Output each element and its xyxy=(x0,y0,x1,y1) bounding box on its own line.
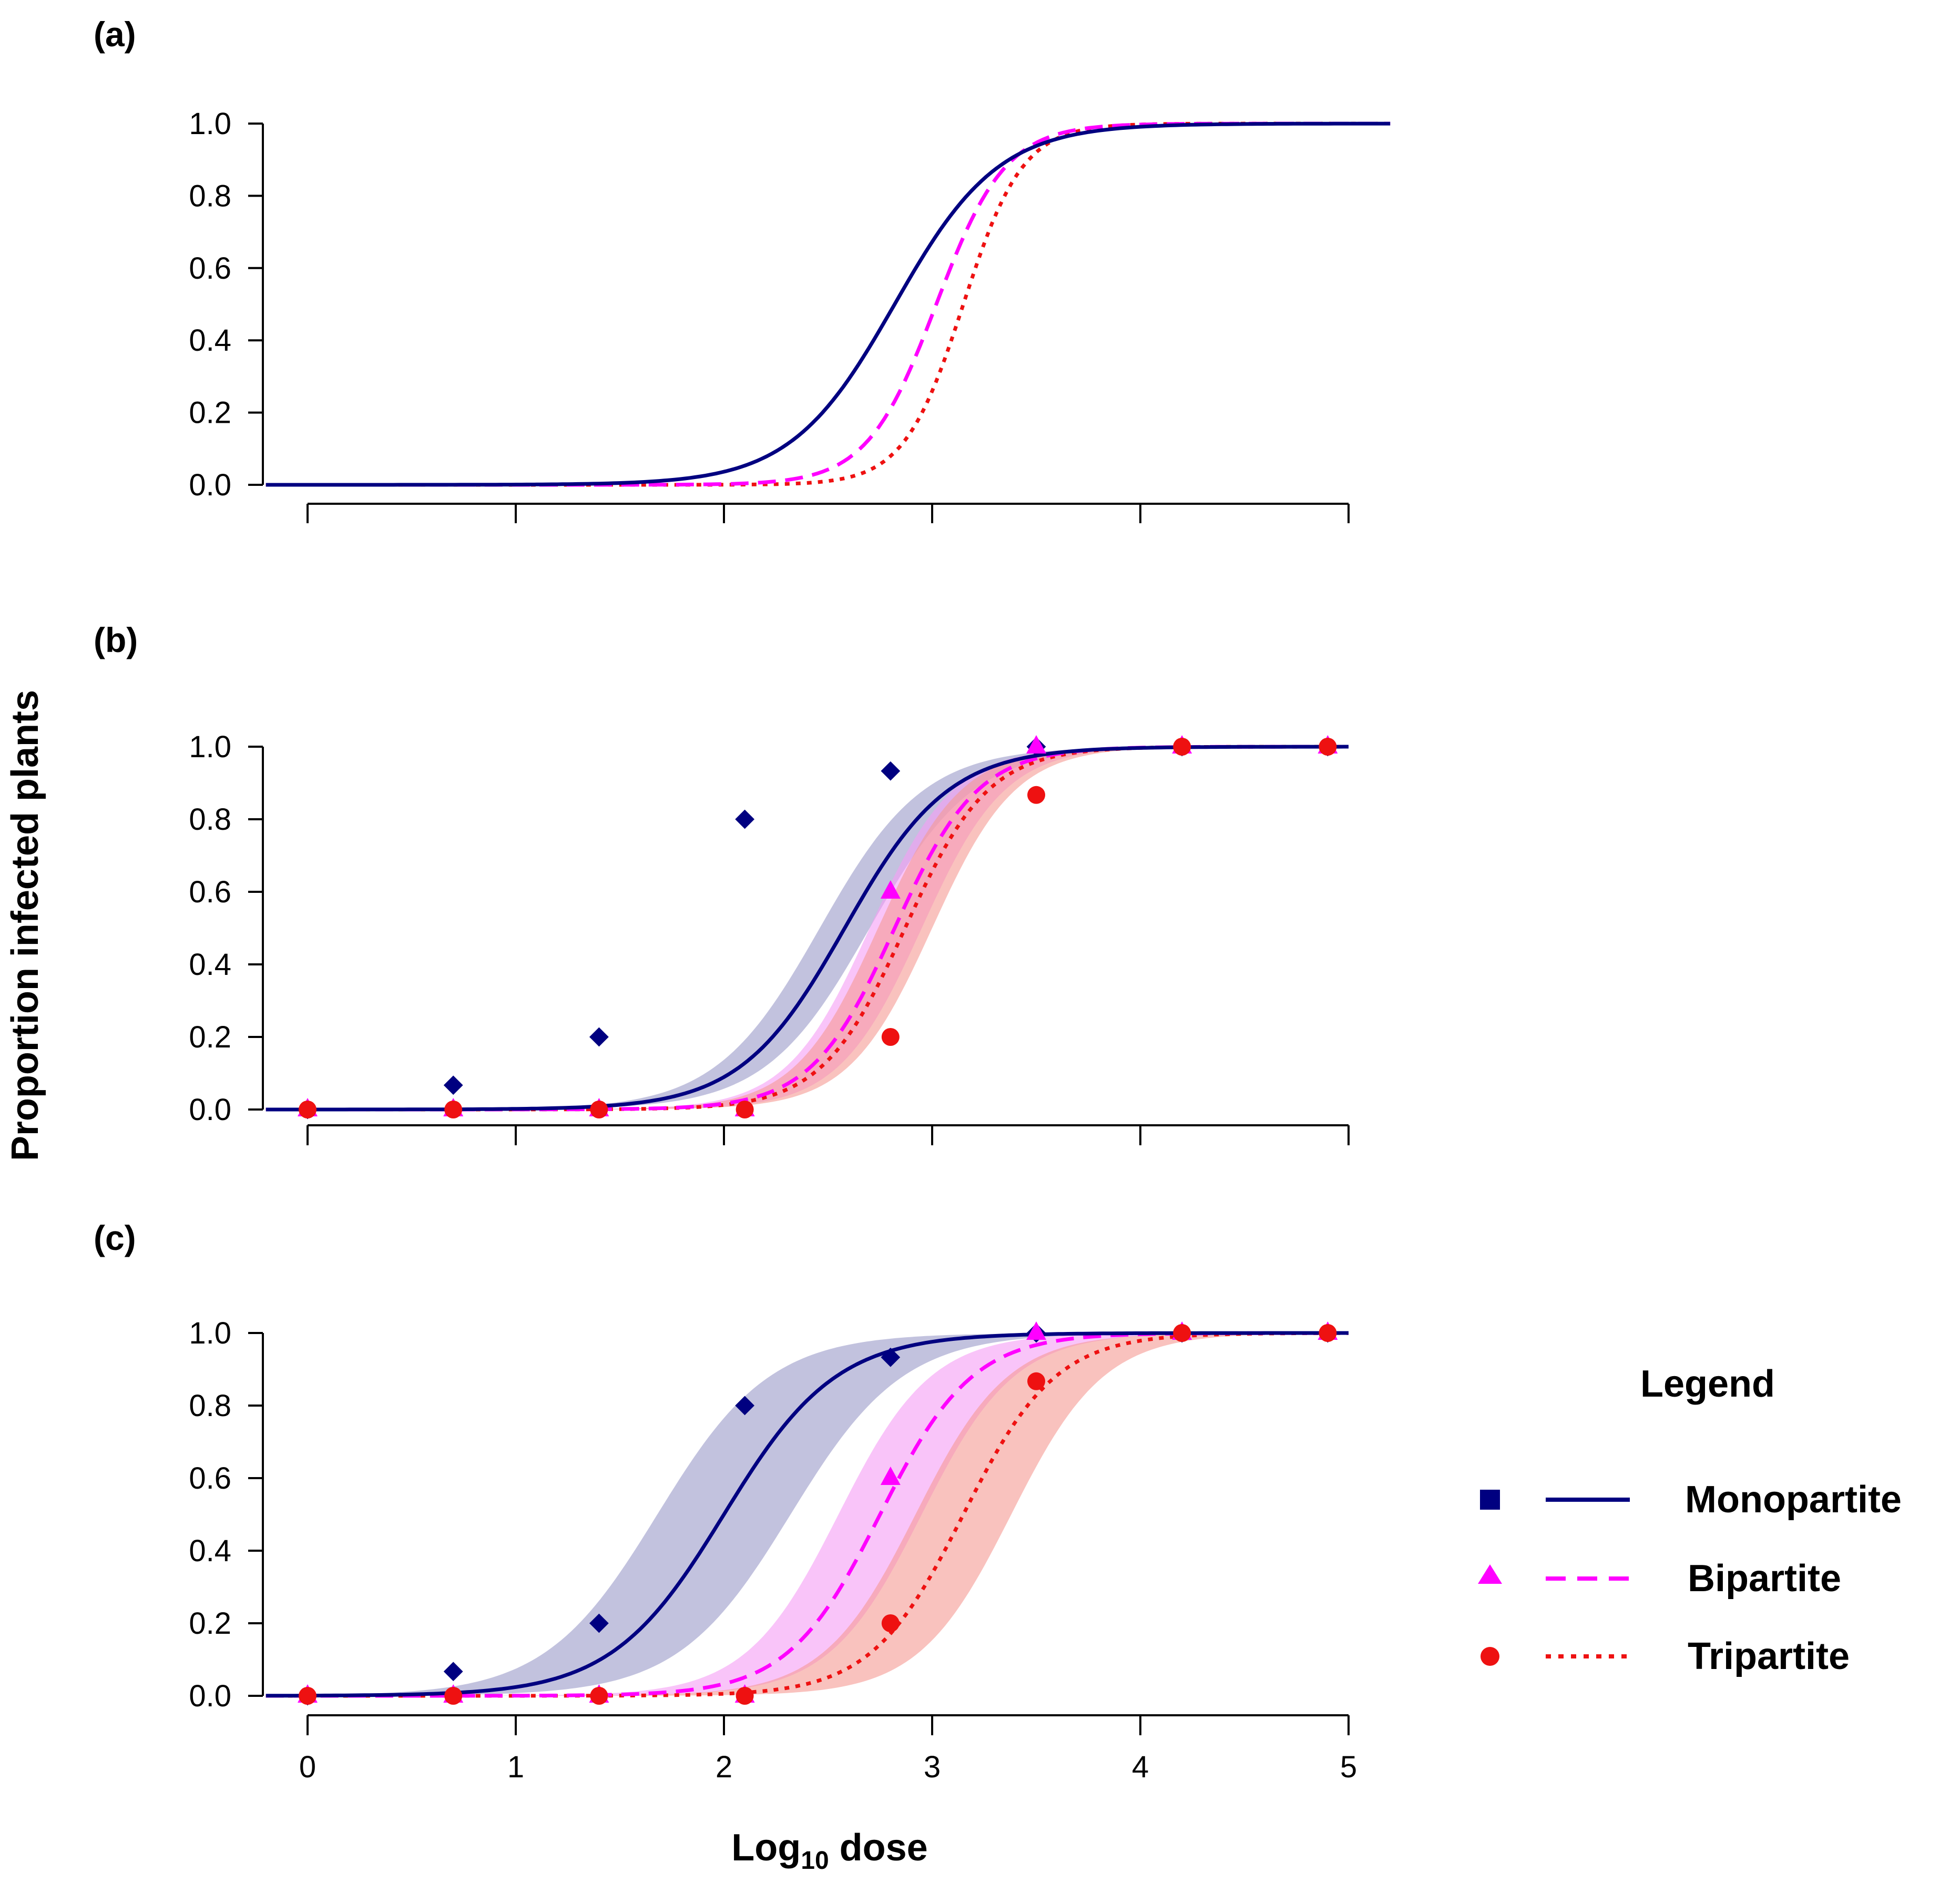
panel-c-tripartite-point xyxy=(1319,1324,1337,1342)
x-axis-title-suffix: dose xyxy=(829,1827,928,1869)
x-axis-title-sub: 10 xyxy=(801,1847,829,1875)
panel-a-y-tick-label: 0.2 xyxy=(189,396,231,430)
panel-c-x-tick-label: 5 xyxy=(1340,1750,1357,1784)
panel-b-y-tick-label: 1.0 xyxy=(189,730,231,764)
panel-b-tripartite-point xyxy=(1027,786,1045,804)
panel-b-monopartite-point xyxy=(443,1075,463,1095)
panel-a-monopartite-curve xyxy=(266,121,1391,487)
x-axis-title: Log10 dose xyxy=(731,1827,927,1875)
panel-c-y-tick-label: 0.6 xyxy=(189,1461,231,1495)
panel-a-bipartite-curve xyxy=(266,121,1391,487)
x-axis-title-prefix: Log xyxy=(731,1827,801,1869)
panel-a-y-tick-label: 1.0 xyxy=(189,107,231,141)
panel-b-tripartite-point xyxy=(444,1101,463,1118)
panel-b-bipartite-point xyxy=(1026,735,1046,754)
panel-c-x-tick-label: 2 xyxy=(716,1750,732,1784)
legend-monopartite-label: Monopartite xyxy=(1685,1479,1902,1521)
panel-b-label: (b) xyxy=(94,620,138,659)
legend: Legend Monopartite Bipartite Tripartite xyxy=(1478,1363,1902,1677)
panel-b: (b) 0.0 0.2 0.4 0.6 0.8 1.0 xyxy=(94,620,1350,1145)
panel-c-monopartite-ci-band xyxy=(266,1333,1349,1696)
panel-a-y-tick-label: 0.4 xyxy=(189,323,231,358)
panel-c-tripartite-point xyxy=(881,1614,900,1632)
legend-item-monopartite: Monopartite xyxy=(1480,1479,1902,1521)
panel-b-y-tick-label: 0.4 xyxy=(189,948,231,982)
panel-a: (a) 0.0 0.2 0.4 0.6 0.8 1.0 xyxy=(94,15,1391,523)
panel-b-y-tick-label: 0.6 xyxy=(189,875,231,909)
panel-c-tripartite-point xyxy=(299,1687,317,1705)
panel-c-y-tick-label: 0.2 xyxy=(189,1606,231,1641)
legend-bipartite-marker xyxy=(1478,1564,1502,1584)
panel-b-monopartite-point xyxy=(735,809,754,829)
panel-c-monopartite-point xyxy=(881,1347,901,1367)
panel-b-tripartite-point xyxy=(1319,738,1337,756)
panel-c-bipartite-point xyxy=(880,1467,901,1485)
panel-c-x-tick-label: 3 xyxy=(924,1750,941,1784)
legend-monopartite-marker xyxy=(1480,1490,1500,1510)
panel-b-y-tick-label: 0.8 xyxy=(189,802,231,837)
panel-c-y-tick-label: 0.8 xyxy=(189,1389,231,1423)
panel-c-tripartite-point xyxy=(444,1687,463,1705)
panel-a-y-tick-label: 0.6 xyxy=(189,251,231,286)
panel-b-bipartite-point xyxy=(880,880,901,899)
panel-b-monopartite-point xyxy=(589,1027,609,1047)
panel-c-bipartite-point xyxy=(1026,1321,1046,1340)
panel-b-monopartite-point xyxy=(881,761,901,781)
panel-c-monopartite-point xyxy=(443,1662,463,1682)
panel-c: (c) 0.0 0.2 0.4 0.6 0.8 1.0 0 1 2 3 4 5 xyxy=(94,1218,1357,1784)
panel-c-y-tick-label: 0.0 xyxy=(189,1679,231,1713)
legend-item-tripartite: Tripartite xyxy=(1481,1635,1850,1677)
panel-c-y-tick-label: 1.0 xyxy=(189,1316,231,1350)
panel-c-bipartite-ci-band xyxy=(266,1333,1349,1696)
panel-c-plot: 0.0 0.2 0.4 0.6 0.8 1.0 0 1 2 3 4 5 xyxy=(189,1316,1357,1784)
panel-c-tripartite-point xyxy=(1027,1372,1045,1390)
panel-a-plot: 0.0 0.2 0.4 0.6 0.8 1.0 xyxy=(189,107,1391,523)
panel-b-plot: 0.0 0.2 0.4 0.6 0.8 1.0 xyxy=(189,730,1350,1145)
panel-c-x-tick-label: 1 xyxy=(507,1750,524,1784)
legend-tripartite-marker xyxy=(1481,1647,1499,1666)
panel-c-label: (c) xyxy=(94,1218,136,1257)
panel-c-x-tick-label: 4 xyxy=(1132,1750,1149,1784)
y-axis-title: Proportion infected plants xyxy=(4,690,46,1161)
panel-c-y-tick-label: 0.4 xyxy=(189,1534,231,1568)
legend-tripartite-label: Tripartite xyxy=(1688,1635,1850,1677)
panel-c-monopartite-point xyxy=(589,1613,609,1633)
panel-c-monopartite-point xyxy=(735,1396,754,1416)
panel-b-y-tick-label: 0.0 xyxy=(189,1093,231,1127)
legend-item-bipartite: Bipartite xyxy=(1478,1558,1841,1600)
panel-b-tripartite-point xyxy=(1173,738,1191,756)
panel-b-tripartite-point xyxy=(736,1101,754,1118)
panel-b-tripartite-point xyxy=(590,1101,608,1118)
panel-a-y-tick-label: 0.8 xyxy=(189,179,231,213)
panel-a-y-tick-label: 0.0 xyxy=(189,468,231,502)
panel-b-tripartite-point xyxy=(881,1028,900,1046)
panel-c-tripartite-point xyxy=(590,1687,608,1705)
legend-title: Legend xyxy=(1640,1363,1775,1405)
panel-c-x-tick-label: 0 xyxy=(299,1750,316,1784)
panel-b-tripartite-point xyxy=(299,1101,317,1118)
panel-a-label: (a) xyxy=(94,15,136,54)
panel-a-tripartite-curve xyxy=(266,121,1391,487)
panel-b-y-tick-label: 0.2 xyxy=(189,1020,231,1054)
panel-c-tripartite-point xyxy=(736,1687,754,1705)
panel-c-tripartite-point xyxy=(1173,1324,1191,1342)
legend-bipartite-label: Bipartite xyxy=(1688,1558,1841,1600)
panel-b-tripartite-ci-band xyxy=(266,747,1349,1110)
